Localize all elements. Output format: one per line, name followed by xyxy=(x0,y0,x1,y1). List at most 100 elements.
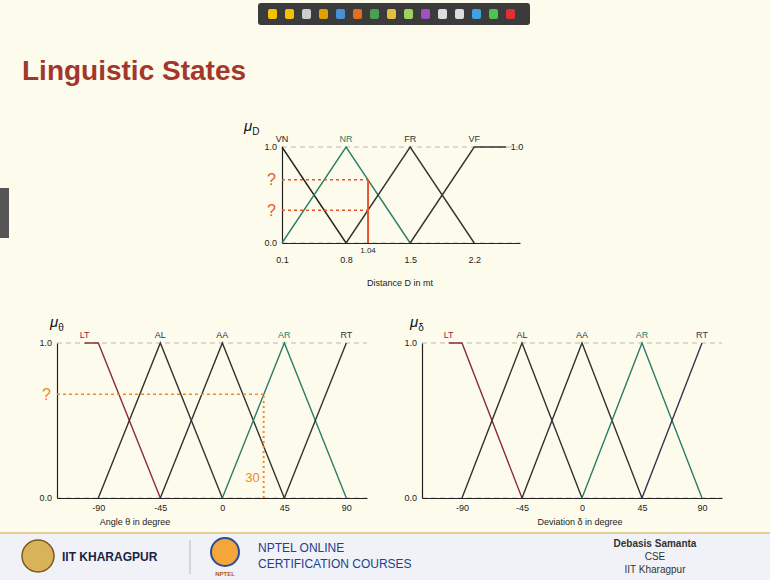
probe-level-line xyxy=(282,179,368,181)
plot-area xyxy=(57,343,346,498)
tick: 1.0 xyxy=(404,338,422,348)
toolbar-icon xyxy=(285,9,294,19)
side-tab xyxy=(0,188,9,238)
tick-label: 1.5 xyxy=(404,255,417,265)
membership-line xyxy=(449,343,522,498)
y-axis: 0.01.0 xyxy=(264,142,282,248)
footer-divider xyxy=(190,540,191,574)
tick-label: 90 xyxy=(697,503,707,513)
footer: IIT KHARAGPURNPTELNPTEL ONLINECERTIFICAT… xyxy=(0,533,770,580)
tick: 0.0 xyxy=(404,493,422,503)
slide-title: Linguistic States xyxy=(22,55,246,86)
x-axis-line xyxy=(283,243,521,244)
footer-affiliation: IIT Kharagpur xyxy=(625,564,687,575)
x-axis-line xyxy=(58,498,368,499)
annotation: 1.0 xyxy=(511,142,524,152)
y-axis: 0.0 1.0 xyxy=(404,338,422,503)
membership-line xyxy=(222,343,346,498)
tick: 90 xyxy=(342,498,352,513)
tick: 1.5 xyxy=(404,243,417,265)
grid-line xyxy=(422,498,722,499)
series-label: AR xyxy=(278,330,291,340)
tick: 90 xyxy=(697,498,707,513)
footer-institute: IIT KHARAGPUR xyxy=(62,550,158,564)
tick: -45 xyxy=(516,498,529,513)
x-axis-title: Deviation δ in degree xyxy=(537,517,622,527)
x-axis-title: Angle θ in degree xyxy=(100,517,171,527)
series-label: AA xyxy=(576,330,588,340)
toolbar-icon xyxy=(506,9,515,19)
y-axis: 0.0 1.0 xyxy=(39,338,57,503)
plot-area xyxy=(282,147,506,243)
membership-line xyxy=(160,343,284,498)
footer-dept: CSE xyxy=(645,551,666,562)
tick: 45 xyxy=(280,498,290,513)
tick-label: 0 xyxy=(220,503,225,513)
membership-line xyxy=(462,343,582,498)
toolbar-icon xyxy=(387,9,396,19)
toolbar-icon xyxy=(302,9,311,19)
iit-logo xyxy=(22,540,54,572)
series-label: VF xyxy=(468,134,480,144)
series-label: AL xyxy=(155,330,166,340)
tick: -90 xyxy=(456,498,469,513)
tick-label: 45 xyxy=(280,503,290,513)
tick-label: 1.0 xyxy=(404,338,417,348)
tick: 1.0 xyxy=(39,338,57,348)
membership-line xyxy=(282,147,410,243)
series-label: AA xyxy=(216,330,228,340)
probe-value-label: 1.04 xyxy=(360,246,376,255)
toolbar-icon xyxy=(438,9,447,19)
tick: 0 xyxy=(580,498,585,513)
membership-line xyxy=(98,343,222,498)
toolbar-bg xyxy=(258,3,530,25)
membership-line xyxy=(522,343,642,498)
toolbar-icon xyxy=(319,9,328,19)
series-label: LT xyxy=(80,330,90,340)
y-axis-line xyxy=(422,344,423,499)
tick: -45 xyxy=(154,498,167,513)
footer-bg xyxy=(0,533,770,580)
x-axis-line xyxy=(423,498,723,499)
tick-label: 0.0 xyxy=(39,493,52,503)
tick: 0.0 xyxy=(39,493,57,503)
y-axis-title: μθ xyxy=(49,313,64,333)
series-label: AR xyxy=(636,330,649,340)
membership-line xyxy=(582,343,702,498)
tick-label: 45 xyxy=(637,503,647,513)
x-axis: -90-4504590 xyxy=(58,498,368,513)
chart: 0.10.81.52.20.01.0VNNRFRVF??1.041.0μDDis… xyxy=(243,117,523,288)
grid-line xyxy=(57,343,367,344)
tick-label: 0 xyxy=(580,503,585,513)
series-label: NR xyxy=(340,134,353,144)
toolbar-icon xyxy=(455,9,464,19)
toolbar-icon xyxy=(421,9,430,19)
footer-course: NPTEL ONLINECERTIFICATION COURSES xyxy=(258,541,412,571)
y-axis-title: μδ xyxy=(409,313,424,333)
tick-label: 0.0 xyxy=(404,493,417,503)
toolbar-icon xyxy=(268,9,277,19)
plot-area xyxy=(449,343,702,498)
toolbar xyxy=(258,3,530,25)
chart: -90-45045900.01.0LTALAAARRT?30μθAngle θ … xyxy=(39,313,367,527)
probe-line xyxy=(367,180,369,243)
series-label: RT xyxy=(340,330,352,340)
series-label: FR xyxy=(404,134,416,144)
membership-line xyxy=(410,147,506,243)
probe-line xyxy=(263,394,265,498)
y-axis-line xyxy=(57,344,58,499)
footer-author: Debasis Samanta xyxy=(614,538,697,549)
membership-line xyxy=(284,343,346,498)
grid-line xyxy=(57,498,367,499)
probe-level-label: ? xyxy=(267,171,276,188)
tick-label: 0.1 xyxy=(276,255,289,265)
toolbar-icon xyxy=(370,9,379,19)
x-axis: -90 -45 0 45 90 xyxy=(423,498,723,513)
tick-label: 1.0 xyxy=(39,338,52,348)
toolbar-icon xyxy=(489,9,498,19)
background xyxy=(0,0,770,580)
membership-line xyxy=(346,147,474,243)
probe-level-line xyxy=(282,210,368,212)
series-label: RT xyxy=(696,330,708,340)
grid-line xyxy=(282,243,520,244)
